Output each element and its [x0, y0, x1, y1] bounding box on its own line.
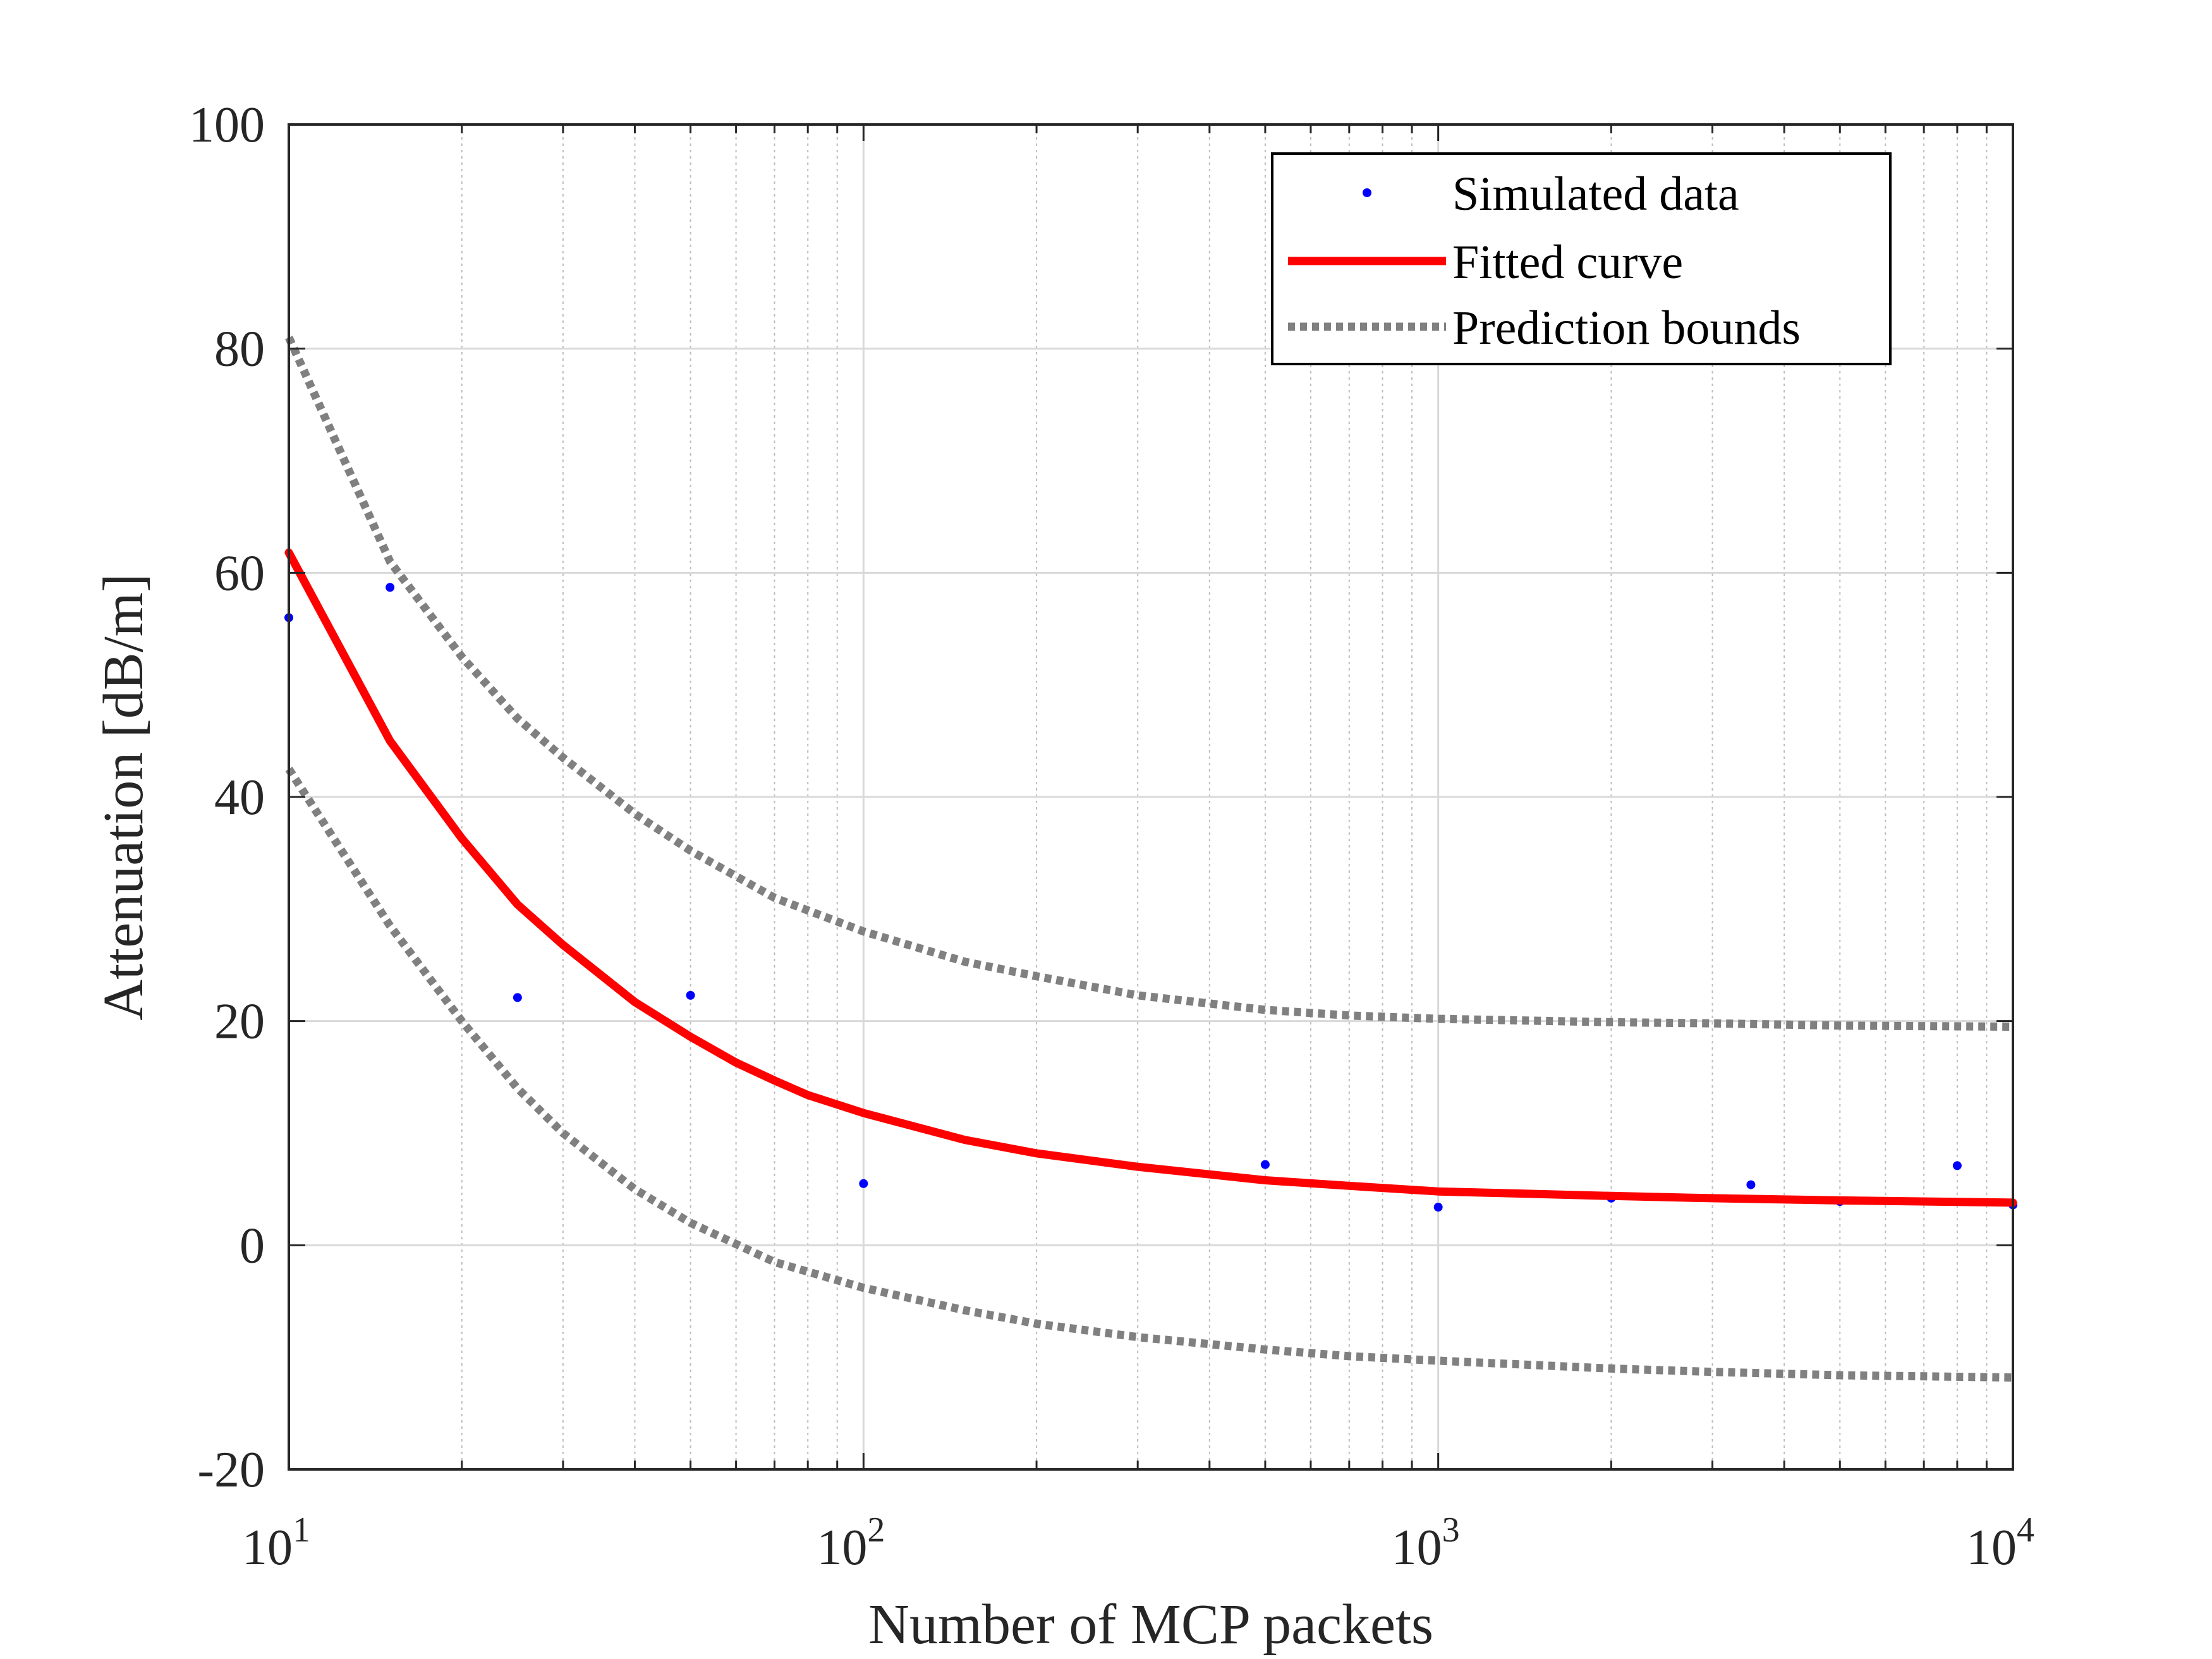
- ticks: [288, 123, 2014, 1471]
- y-tick-label: 80: [214, 322, 265, 377]
- legend-label-fitted-curve: Fitted curve: [1452, 236, 1683, 289]
- legend-sample-simulated-data: [1363, 188, 1371, 197]
- x-tick-label: 101: [242, 1510, 310, 1576]
- legend-label-simulated-data: Simulated data: [1452, 167, 1739, 221]
- series-line-prediction-bounds: [285, 336, 2014, 1031]
- legend-label-prediction-bounds: Prediction bounds: [1452, 301, 1801, 355]
- y-tick-label: 100: [189, 97, 265, 153]
- x-tick-exponent: 1: [293, 1510, 310, 1550]
- data-point: [1952, 1161, 1962, 1170]
- series-line-fitted-curve: [284, 548, 2017, 1207]
- y-tick-label: 40: [214, 770, 265, 825]
- x-tick-exponent: 2: [867, 1510, 885, 1550]
- x-tick-label: 103: [1392, 1510, 1460, 1576]
- data-point: [386, 583, 395, 592]
- y-tick-label: 60: [214, 545, 265, 601]
- y-tick-label: -20: [197, 1442, 265, 1498]
- data-point: [1260, 1160, 1270, 1169]
- data-point: [1433, 1203, 1443, 1212]
- x-tick-exponent: 3: [1442, 1510, 1460, 1550]
- plot-area: [284, 336, 2017, 1382]
- y-tick-label: 0: [240, 1218, 265, 1273]
- x-tick-label: 102: [817, 1510, 885, 1576]
- x-axis-title: Number of MCP packets: [868, 1593, 1433, 1656]
- legend: Simulated data Fitted curve Prediction b…: [1271, 152, 1892, 365]
- series-line-prediction-bounds-lower: [285, 767, 2014, 1382]
- data-point: [513, 993, 522, 1002]
- x-tick-exponent: 4: [2017, 1510, 2034, 1550]
- data-point: [859, 1179, 868, 1188]
- y-tick-label: 20: [214, 994, 265, 1050]
- y-axis-title: Attenuation [dB/m]: [92, 573, 155, 1020]
- data-point: [1746, 1180, 1756, 1189]
- x-tick-label: 104: [1966, 1510, 2034, 1576]
- x-tick-base: 10: [1392, 1520, 1442, 1576]
- x-tick-base: 10: [242, 1520, 293, 1576]
- data-point: [686, 990, 695, 1000]
- x-tick-base: 10: [1966, 1520, 2017, 1576]
- x-tick-base: 10: [817, 1520, 867, 1576]
